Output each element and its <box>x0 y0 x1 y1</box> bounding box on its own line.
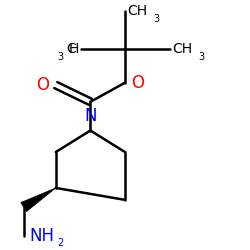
Text: 3: 3 <box>154 14 160 24</box>
Text: O: O <box>36 76 50 94</box>
Text: 3: 3 <box>198 52 204 62</box>
Text: N: N <box>84 106 97 124</box>
Text: H: H <box>69 42 79 56</box>
Polygon shape <box>21 188 56 212</box>
Text: C: C <box>66 42 76 56</box>
Text: 2: 2 <box>57 238 63 248</box>
Text: CH: CH <box>128 4 148 18</box>
Text: CH: CH <box>172 42 192 56</box>
Text: NH: NH <box>30 227 55 245</box>
Text: 3: 3 <box>58 52 64 62</box>
Text: O: O <box>131 74 144 92</box>
